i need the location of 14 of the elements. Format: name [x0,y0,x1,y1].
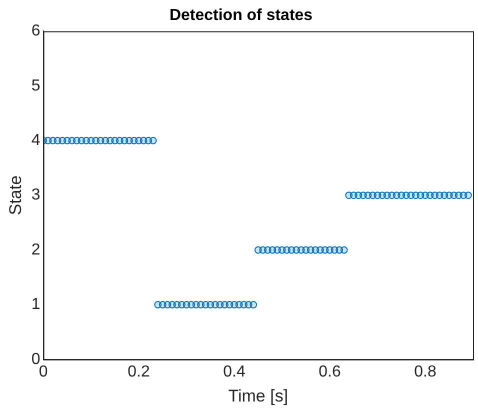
y-tick-label: 4 [31,132,40,150]
x-tick-label: 0.8 [414,363,436,380]
x-tick-label: 0.2 [128,363,150,380]
y-tick-label: 2 [31,241,40,258]
y-tick-label: 3 [31,186,40,204]
y-tick-label: 5 [31,77,40,94]
x-tick-label: 0.4 [223,363,246,380]
y-axis-title: State [6,175,25,216]
x-axis-title: Time [s] [228,386,288,406]
chart-title: Detection of states [169,7,313,24]
x-tick-label: 0.6 [318,363,341,380]
y-tick-label: 0 [31,350,40,368]
y-tick-label: 6 [31,22,40,40]
y-tick-label: 1 [31,296,40,314]
